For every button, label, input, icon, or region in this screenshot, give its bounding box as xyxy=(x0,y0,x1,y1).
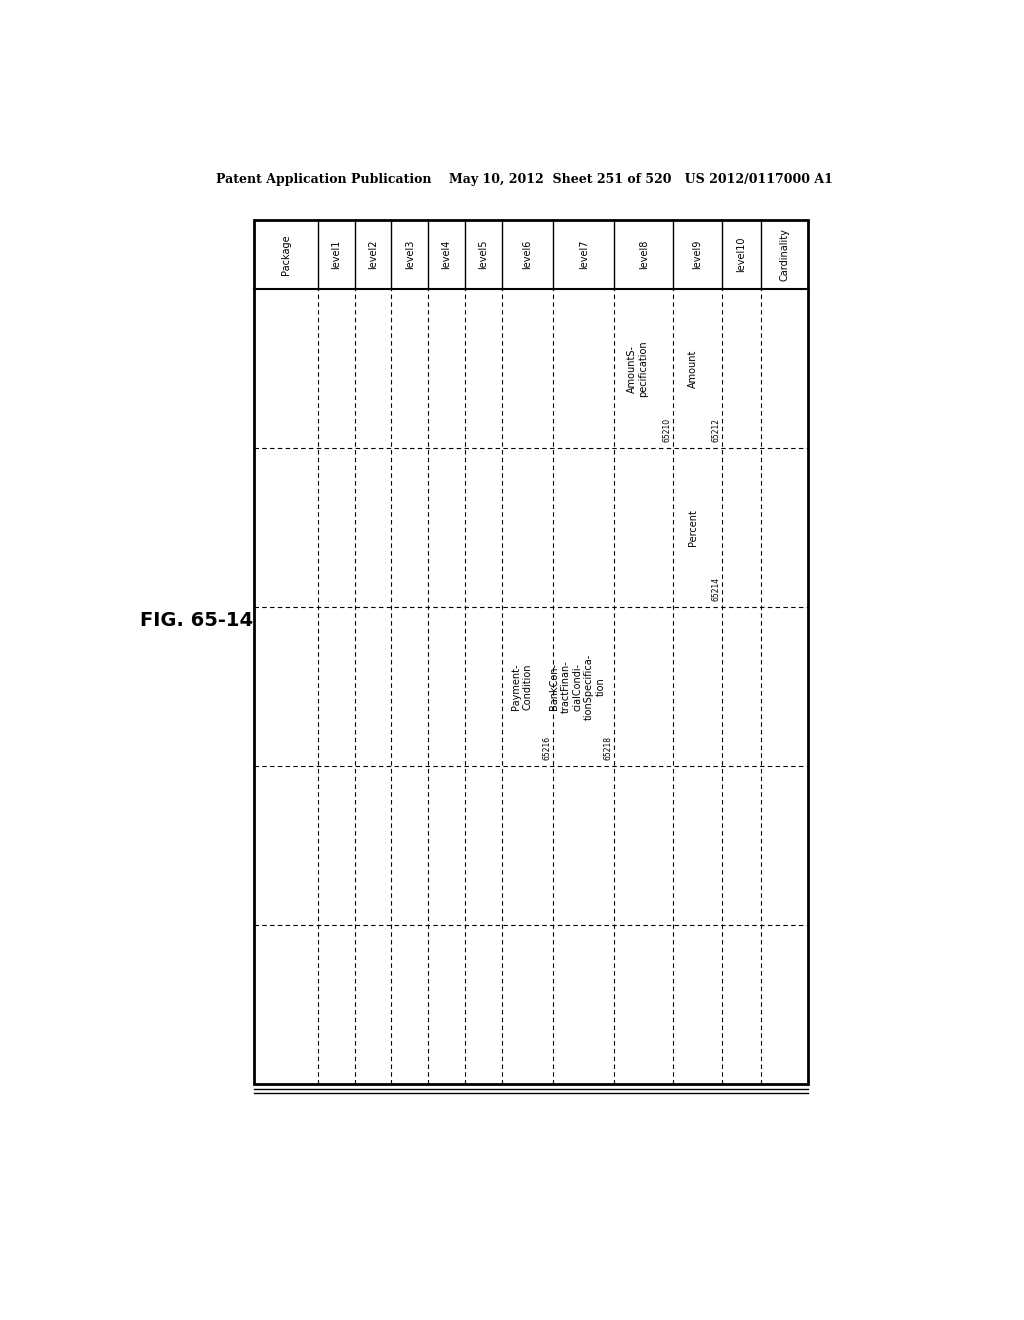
Text: 65212: 65212 xyxy=(712,418,721,442)
Bar xyxy=(254,220,808,1084)
Text: level8: level8 xyxy=(639,240,648,269)
Text: Package: Package xyxy=(282,235,291,275)
Text: level3: level3 xyxy=(404,240,415,269)
Text: level1: level1 xyxy=(332,240,341,269)
Text: AmountS-
pecification: AmountS- pecification xyxy=(627,341,648,397)
Text: level9: level9 xyxy=(692,240,702,269)
Text: Patent Application Publication    May 10, 2012  Sheet 251 of 520   US 2012/01170: Patent Application Publication May 10, 2… xyxy=(216,173,834,186)
Text: 65218: 65218 xyxy=(604,737,612,760)
Text: Payment-
Condition: Payment- Condition xyxy=(511,664,532,710)
Text: level4: level4 xyxy=(441,240,452,269)
Text: level2: level2 xyxy=(368,240,378,269)
Text: Percent: Percent xyxy=(687,510,697,546)
Text: level7: level7 xyxy=(579,240,589,269)
Text: Cardinality: Cardinality xyxy=(779,228,790,281)
Text: level5: level5 xyxy=(478,240,488,269)
Text: level10: level10 xyxy=(736,236,746,272)
Text: 65214: 65214 xyxy=(712,577,721,601)
Text: 65210: 65210 xyxy=(663,418,672,442)
Text: BankCon-
tractFinan-
cialCondi-
tionSpecifica-
tion: BankCon- tractFinan- cialCondi- tionSpec… xyxy=(549,653,606,719)
Text: FIG. 65-14: FIG. 65-14 xyxy=(139,611,253,630)
Text: Amount: Amount xyxy=(687,350,697,388)
Text: 65216: 65216 xyxy=(543,735,552,760)
Text: level6: level6 xyxy=(522,240,532,269)
